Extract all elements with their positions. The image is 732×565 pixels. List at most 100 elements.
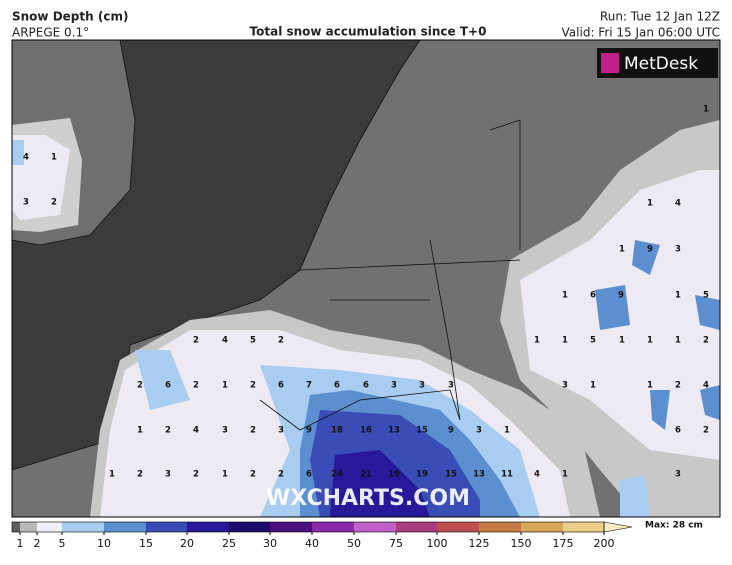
map-label: 1 <box>222 381 228 391</box>
map-label: 16 <box>360 426 372 436</box>
map-label: 3 <box>675 245 681 255</box>
map-label: 2 <box>193 470 199 480</box>
map-label: 1 <box>619 336 625 346</box>
map-label: 5 <box>590 336 596 346</box>
map-label: 6 <box>278 381 284 391</box>
colorbar-tick-label: 2 <box>34 537 41 550</box>
map-label: 1 <box>703 105 709 115</box>
map-label: 1 <box>562 336 568 346</box>
snow-indigo <box>330 450 430 517</box>
max-label: Max: 28 cm <box>645 521 703 531</box>
colorbar-segment <box>563 522 604 532</box>
map-label: 6 <box>165 381 171 391</box>
title: Snow Depth (cm) <box>12 10 128 24</box>
colorbar-tick-label: 75 <box>389 537 403 550</box>
logo-icon <box>601 53 619 73</box>
map-label: 4 <box>23 153 29 163</box>
map-label: 15 <box>445 470 457 480</box>
map-label: 6 <box>590 291 596 301</box>
map-label: 7 <box>306 381 312 391</box>
colorbar-segment <box>396 522 437 532</box>
map-label: 1 <box>504 426 510 436</box>
colorbar-tick-label: 25 <box>222 537 236 550</box>
map-label: 5 <box>250 336 256 346</box>
map-label: 9 <box>448 426 454 436</box>
map-label: 24 <box>331 470 343 480</box>
map-label: 3 <box>278 426 284 436</box>
colorbar-segment <box>479 522 521 532</box>
map-label: 3 <box>23 198 29 208</box>
map-label: 9 <box>306 426 312 436</box>
map-label: 2 <box>675 381 681 391</box>
map-label: 1 <box>109 470 115 480</box>
map-label: 1 <box>647 199 653 209</box>
map-label: 6 <box>334 381 340 391</box>
map-label: 6 <box>675 426 681 436</box>
map-label: 1 <box>222 470 228 480</box>
colorbar-segment <box>229 522 270 532</box>
map-label: 2 <box>193 381 199 391</box>
map-label: 1 <box>647 336 653 346</box>
map-label: 4 <box>675 199 681 209</box>
watermark: WXCHARTS.COM <box>266 486 470 511</box>
map-label: 19 <box>388 470 400 480</box>
colorbar-tick-label: 125 <box>469 537 490 550</box>
map-label: 2 <box>250 470 256 480</box>
map-label: 2 <box>278 336 284 346</box>
map-label: 3 <box>419 381 425 391</box>
map-label: 9 <box>618 291 624 301</box>
colorbar-frame <box>11 521 605 533</box>
map-label: 2 <box>703 426 709 436</box>
colorbar-segment <box>37 522 62 532</box>
map-label: 11 <box>501 470 513 480</box>
colorbar-segment <box>354 522 396 532</box>
map-label: 1 <box>675 336 681 346</box>
map-label: 2 <box>703 336 709 346</box>
map-label: 9 <box>647 245 653 255</box>
colorbar-tick-label: 200 <box>594 537 615 550</box>
colorbar-segment <box>104 522 146 532</box>
map: 4 13 211 41 9 31 6 9 1 51 1 5 1 1 1 23 1 1 2 46 232 4 5 22 6 2 1 2 6… <box>12 40 720 517</box>
map-labels: 4 13 211 41 9 31 6 9 1 51 1 5 1 1 1 23 1 1 2 46 232 4 5 22 6 2 1 2 6… <box>23 105 709 480</box>
colorbar-segment <box>270 522 312 532</box>
map-label: 6 <box>306 470 312 480</box>
map-label: 4 <box>703 381 709 391</box>
map-label: 3 <box>448 381 454 391</box>
snow-east-blue <box>595 240 720 430</box>
colorbar-segment <box>521 522 563 532</box>
map-label: 2 <box>250 381 256 391</box>
map-label: 4 <box>222 336 228 346</box>
logo-text: MetDesk <box>624 54 698 74</box>
map-label: 5 <box>703 291 709 301</box>
colorbar-tick-label: 150 <box>511 537 532 550</box>
borders <box>259 119 521 431</box>
run: Run: Tue 12 Jan 12Z <box>600 10 720 24</box>
map-label: 3 <box>391 381 397 391</box>
subtitle: Total snow accumulation since T+0 <box>250 25 487 39</box>
model: ARPEGE 0.1° <box>12 26 89 40</box>
snow-england-blue <box>12 140 24 165</box>
colorbar-tick-label: 175 <box>553 537 574 550</box>
map-label: 4 <box>534 470 540 480</box>
map-label: 1 <box>647 381 653 391</box>
map-label: 3 <box>476 426 482 436</box>
colorbar-segment <box>312 522 354 532</box>
map-label: 18 <box>331 426 343 436</box>
map-label: 3 <box>222 426 228 436</box>
map-frame <box>11 39 721 518</box>
map-label: 1 <box>590 381 596 391</box>
colorbar-segment <box>12 522 20 532</box>
map-label: 2 <box>278 470 284 480</box>
map-label: 2 <box>137 470 143 480</box>
map-label: 15 <box>416 426 428 436</box>
colorbar-tick-label: 30 <box>263 537 277 550</box>
map-label: 1 <box>51 153 57 163</box>
valid: Valid: Fri 15 Jan 06:00 UTC <box>562 26 720 40</box>
map-label: 1 <box>619 245 625 255</box>
map-label: 13 <box>388 426 400 436</box>
colorbar-tick-label: 5 <box>59 537 66 550</box>
map-label: 2 <box>193 336 199 346</box>
colorbar-tick-label: 50 <box>347 537 361 550</box>
colorbar-segment <box>146 522 187 532</box>
